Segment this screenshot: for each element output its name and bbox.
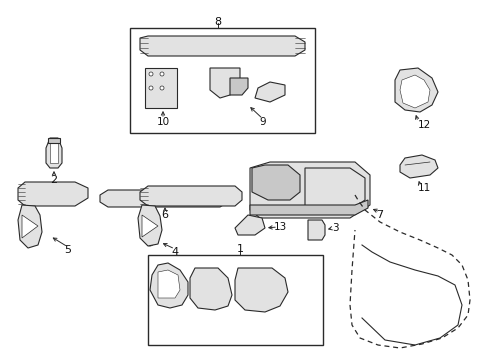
Bar <box>148 255 323 345</box>
Polygon shape <box>254 82 285 102</box>
Text: 10: 10 <box>156 117 169 127</box>
Polygon shape <box>100 190 227 207</box>
Polygon shape <box>22 215 38 238</box>
Polygon shape <box>235 215 264 235</box>
Bar <box>260 39 273 53</box>
Polygon shape <box>140 36 305 56</box>
Circle shape <box>203 283 217 297</box>
Text: 9: 9 <box>259 117 266 127</box>
Polygon shape <box>249 162 369 218</box>
Circle shape <box>160 72 163 76</box>
Polygon shape <box>399 75 429 108</box>
Circle shape <box>160 86 163 90</box>
Polygon shape <box>158 270 180 298</box>
Polygon shape <box>251 165 299 200</box>
Circle shape <box>149 86 153 90</box>
Polygon shape <box>229 78 247 95</box>
Bar <box>215 39 228 53</box>
Polygon shape <box>138 205 162 246</box>
Polygon shape <box>399 155 437 178</box>
Polygon shape <box>150 263 187 308</box>
Circle shape <box>253 286 265 298</box>
Polygon shape <box>209 68 240 98</box>
Text: 4: 4 <box>171 247 178 257</box>
Bar <box>204 192 217 205</box>
Polygon shape <box>18 182 88 206</box>
Polygon shape <box>307 220 325 240</box>
Bar <box>169 192 181 205</box>
Polygon shape <box>394 68 437 112</box>
Polygon shape <box>140 186 242 206</box>
Text: 3: 3 <box>331 223 338 233</box>
Text: 13: 13 <box>273 222 286 232</box>
Text: 1: 1 <box>236 244 243 254</box>
Bar <box>130 28 314 133</box>
Circle shape <box>278 177 287 187</box>
Polygon shape <box>46 138 62 168</box>
Bar <box>151 192 163 205</box>
Polygon shape <box>305 168 364 210</box>
Polygon shape <box>190 268 231 310</box>
Polygon shape <box>235 268 287 312</box>
Bar <box>115 192 127 205</box>
Bar <box>145 68 177 108</box>
Bar <box>186 192 199 205</box>
Polygon shape <box>50 143 58 163</box>
Polygon shape <box>142 215 158 237</box>
Polygon shape <box>249 200 367 215</box>
Bar <box>192 39 205 53</box>
Bar <box>170 39 183 53</box>
Text: 11: 11 <box>417 183 430 193</box>
Circle shape <box>260 177 269 187</box>
Text: 12: 12 <box>417 120 430 130</box>
Circle shape <box>149 72 153 76</box>
Bar <box>133 192 145 205</box>
Circle shape <box>146 238 154 246</box>
Text: 6: 6 <box>161 210 168 220</box>
Text: 7: 7 <box>376 210 383 220</box>
Text: 5: 5 <box>64 245 71 255</box>
Bar <box>310 224 319 236</box>
Text: 8: 8 <box>214 17 221 27</box>
Text: 2: 2 <box>50 175 58 185</box>
Bar <box>238 39 251 53</box>
Polygon shape <box>48 138 60 143</box>
Polygon shape <box>18 205 42 248</box>
